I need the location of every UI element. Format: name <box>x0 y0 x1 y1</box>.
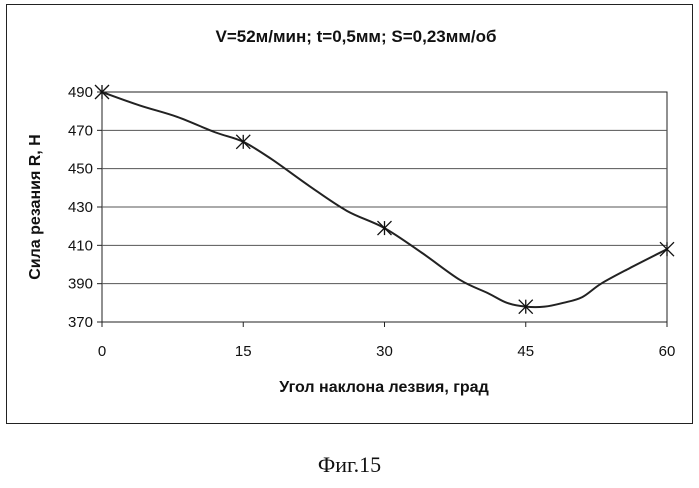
line-chart: V=52м/мин; t=0,5мм; S=0,23мм/об 0 15 30 45 6… <box>0 0 699 440</box>
y-tick-label: 370 <box>68 314 93 331</box>
x-tick-label: 45 <box>517 343 534 360</box>
x-tick-label: 60 <box>659 343 676 360</box>
y-tick-label: 450 <box>68 161 93 178</box>
x-tick-label: 15 <box>235 343 252 360</box>
y-tick-label: 490 <box>68 84 93 101</box>
x-tick-label: 0 <box>98 343 106 360</box>
x-tick-label: 30 <box>376 343 393 360</box>
y-tick-label: 430 <box>68 199 93 216</box>
y-tick-label: 470 <box>68 122 93 139</box>
y-axis-label: Сила резания R, Н <box>27 134 44 280</box>
y-tick-labels: 370 390 410 430 450 470 490 <box>68 84 102 331</box>
figure-caption: Фиг.15 <box>0 452 699 478</box>
x-tick-labels: 0 15 30 45 60 <box>98 322 676 360</box>
y-tick-label: 410 <box>68 237 93 254</box>
chart-title: V=52м/мин; t=0,5мм; S=0,23мм/об <box>215 27 496 46</box>
y-tick-label: 390 <box>68 276 93 293</box>
x-axis-label: Угол наклона лезвия, град <box>279 379 488 396</box>
